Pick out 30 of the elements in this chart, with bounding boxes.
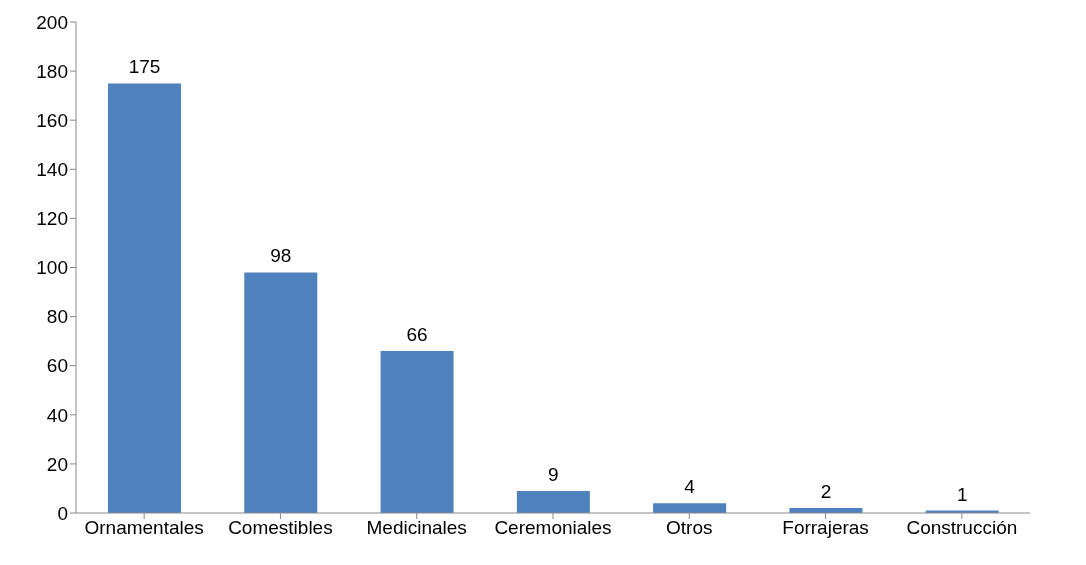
y-tick-label: 20 bbox=[46, 453, 68, 475]
bar bbox=[244, 272, 318, 513]
bar bbox=[516, 490, 590, 513]
y-tick-label: 160 bbox=[36, 109, 68, 131]
x-tick-label: Otros bbox=[666, 517, 713, 539]
data-label: 66 bbox=[406, 323, 428, 345]
y-tick-label: 180 bbox=[36, 60, 68, 82]
y-tick-label: 80 bbox=[46, 306, 68, 328]
x-tick-label: Comestibles bbox=[228, 517, 333, 539]
data-label: 175 bbox=[128, 56, 161, 78]
data-label: 98 bbox=[270, 245, 292, 267]
y-tick-label: 140 bbox=[36, 159, 68, 181]
x-tick-label: Medicinales bbox=[366, 517, 467, 539]
data-label: 2 bbox=[820, 481, 832, 503]
y-tick-label: 0 bbox=[57, 502, 68, 524]
data-label: 9 bbox=[548, 463, 559, 485]
bar bbox=[380, 350, 454, 513]
y-tick-label: 100 bbox=[36, 257, 68, 279]
x-tick-label: Ceremoniales bbox=[494, 517, 612, 539]
data-label: 4 bbox=[684, 476, 696, 498]
x-tick-label: Forrajeras bbox=[782, 517, 869, 539]
x-tick-label: Construcción bbox=[906, 517, 1018, 539]
x-tick-label: Ornamentales bbox=[84, 517, 204, 539]
bar bbox=[108, 83, 181, 513]
bar bbox=[653, 503, 727, 513]
y-tick-label: 200 bbox=[36, 11, 68, 33]
data-label: 1 bbox=[956, 483, 968, 505]
y-tick-label: 120 bbox=[36, 208, 68, 230]
y-tick-label: 60 bbox=[46, 355, 68, 377]
y-tick-label: 40 bbox=[46, 404, 68, 426]
